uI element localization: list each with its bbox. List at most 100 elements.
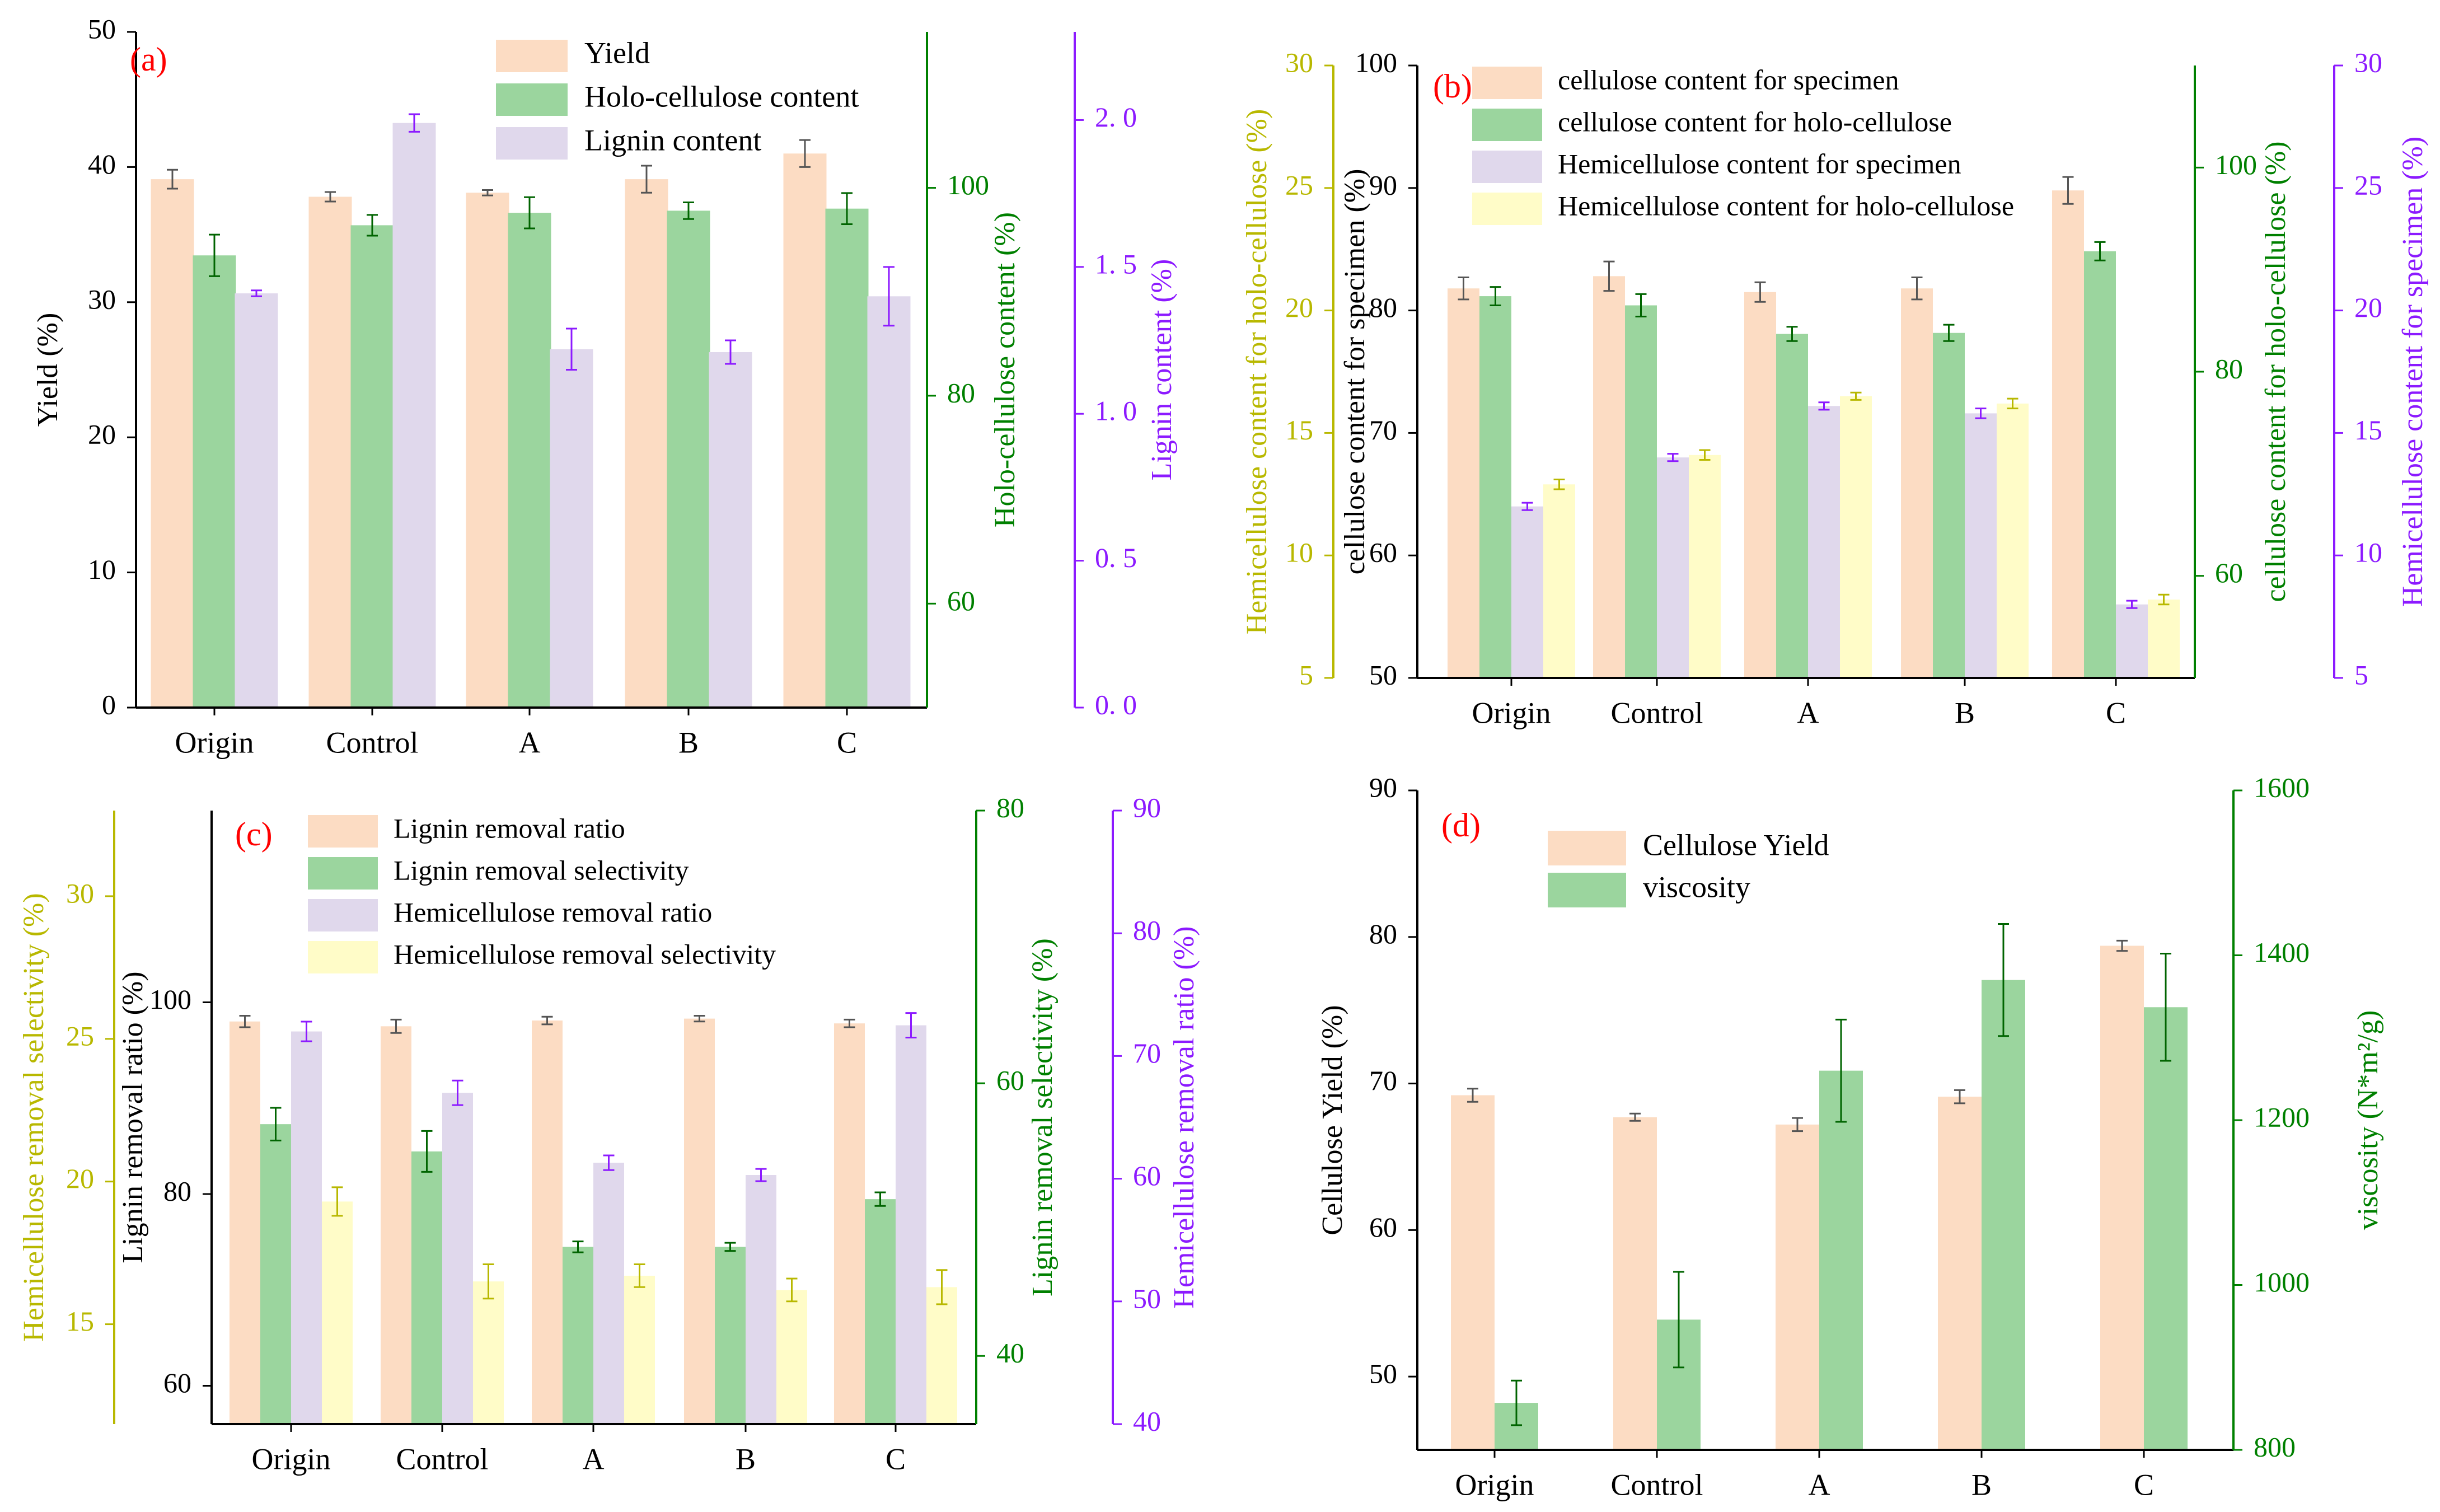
x-tick-label: A xyxy=(519,725,541,759)
y-tick-label: 1600 xyxy=(2254,771,2310,803)
bar xyxy=(834,1023,865,1424)
x-tick-label: Control xyxy=(326,725,418,759)
y-tick-label: 50 xyxy=(1369,1358,1397,1389)
bar xyxy=(1982,980,2025,1450)
bar xyxy=(624,1275,655,1424)
bar xyxy=(308,196,352,708)
bar xyxy=(550,349,593,708)
y-axis-label: Hemicellulose content for specimen (%) xyxy=(2397,137,2429,607)
y-axis-label: Hemicellulose removal ratio (%) xyxy=(1168,926,1200,1309)
y-tick-label: 15 xyxy=(66,1305,94,1337)
bar xyxy=(1543,484,1575,678)
bar xyxy=(563,1247,593,1424)
x-tick-label: Control xyxy=(1610,696,1703,729)
y-axis-label: Yield (%) xyxy=(32,313,64,427)
x-tick-label: Control xyxy=(1610,1468,1703,1501)
panel-label: (c) xyxy=(235,816,273,853)
panel-label: (b) xyxy=(1433,68,1472,105)
x-tick-label: Control xyxy=(396,1442,488,1476)
bar xyxy=(1776,1124,1819,1450)
y-tick-label: 80 xyxy=(1133,915,1161,946)
bar xyxy=(2144,1007,2188,1450)
x-tick-label: Origin xyxy=(175,725,254,759)
bar xyxy=(1625,305,1657,678)
legend-swatch xyxy=(1472,193,1542,225)
bar xyxy=(1901,288,1933,678)
y-tick-label: 30 xyxy=(66,877,94,909)
y-tick-label: 10 xyxy=(88,554,116,585)
panel-label: (d) xyxy=(1441,807,1481,844)
y-tick-label: 20 xyxy=(66,1163,94,1194)
bar xyxy=(1448,288,1479,678)
bar xyxy=(1744,292,1776,678)
bar xyxy=(1808,406,1840,678)
bar xyxy=(2084,251,2116,678)
y-tick-label: 80 xyxy=(2215,353,2243,384)
y-tick-label: 80 xyxy=(1369,918,1397,949)
bar xyxy=(2052,190,2084,678)
y-tick-label: 1400 xyxy=(2254,937,2310,968)
y-tick-label: 70 xyxy=(1133,1037,1161,1069)
y-tick-label: 10 xyxy=(1285,537,1313,568)
y-tick-label: 70 xyxy=(1369,1065,1397,1096)
legend-label: Lignin content xyxy=(584,123,761,157)
legend-swatch xyxy=(308,899,378,931)
y-tick-label: 15 xyxy=(1285,414,1313,446)
legend-swatch xyxy=(308,815,378,848)
bar xyxy=(776,1290,807,1424)
bar xyxy=(291,1031,322,1424)
y-tick-label: 60 xyxy=(996,1065,1024,1096)
bar xyxy=(1776,334,1808,678)
legend-label: Holo-cellulose content xyxy=(584,79,859,113)
y-tick-label: 70 xyxy=(1369,414,1397,446)
y-tick-label: 100 xyxy=(149,984,191,1015)
bar xyxy=(1933,333,1965,678)
bar xyxy=(715,1247,746,1424)
bar xyxy=(926,1287,957,1424)
bar xyxy=(392,123,436,708)
y-tick-label: 50 xyxy=(1369,659,1397,690)
bar xyxy=(381,1026,411,1424)
legend-swatch xyxy=(496,83,568,116)
y-tick-label: 800 xyxy=(2254,1431,2296,1462)
panel-3: Origin Control A B C 50 60 70 80 90 Cellulose Yiel… xyxy=(1317,771,2384,1501)
y-tick-label: 60 xyxy=(163,1367,191,1398)
y-tick-label: 0 xyxy=(102,689,116,720)
y-axis-label: cellulose content for holo-cellulose (%) xyxy=(2260,141,2292,602)
y-tick-label: 60 xyxy=(1369,537,1397,568)
y-tick-label: 20 xyxy=(1285,292,1313,323)
y-tick-label: 40 xyxy=(88,148,116,180)
bar xyxy=(466,193,509,708)
y-tick-label: 2. 0 xyxy=(1095,101,1137,133)
y-tick-label: 20 xyxy=(88,419,116,450)
y-tick-label: 40 xyxy=(996,1337,1024,1369)
x-tick-label: A xyxy=(1809,1468,1830,1501)
legend-swatch xyxy=(1472,109,1542,141)
x-tick-label: C xyxy=(886,1442,906,1476)
y-tick-label: 1200 xyxy=(2254,1101,2310,1132)
y-tick-label: 25 xyxy=(2354,169,2382,200)
legend-label: viscosity xyxy=(1643,870,1750,904)
x-tick-label: B xyxy=(678,725,699,759)
y-tick-label: 15 xyxy=(2354,414,2382,446)
legend-swatch xyxy=(1472,151,1542,183)
legend-label: Hemicellulose content for specimen xyxy=(1558,148,1961,179)
y-tick-label: 50 xyxy=(1133,1282,1161,1314)
y-tick-label: 80 xyxy=(1369,292,1397,323)
y-tick-label: 25 xyxy=(1285,169,1313,200)
legend-label: Lignin removal ratio xyxy=(394,812,625,844)
y-tick-label: 10 xyxy=(2354,537,2382,568)
y-tick-label: 60 xyxy=(1133,1160,1161,1191)
bar xyxy=(2148,599,2180,678)
y-tick-label: 60 xyxy=(2215,557,2243,588)
x-tick-label: B xyxy=(1971,1468,1992,1501)
y-tick-label: 0. 0 xyxy=(1095,689,1137,720)
bar xyxy=(230,1021,260,1424)
bar xyxy=(896,1025,926,1424)
legend-swatch xyxy=(496,40,568,72)
x-tick-label: Origin xyxy=(1455,1468,1534,1501)
bar xyxy=(1479,296,1511,678)
bar xyxy=(2100,945,2144,1450)
bar xyxy=(2116,604,2148,678)
